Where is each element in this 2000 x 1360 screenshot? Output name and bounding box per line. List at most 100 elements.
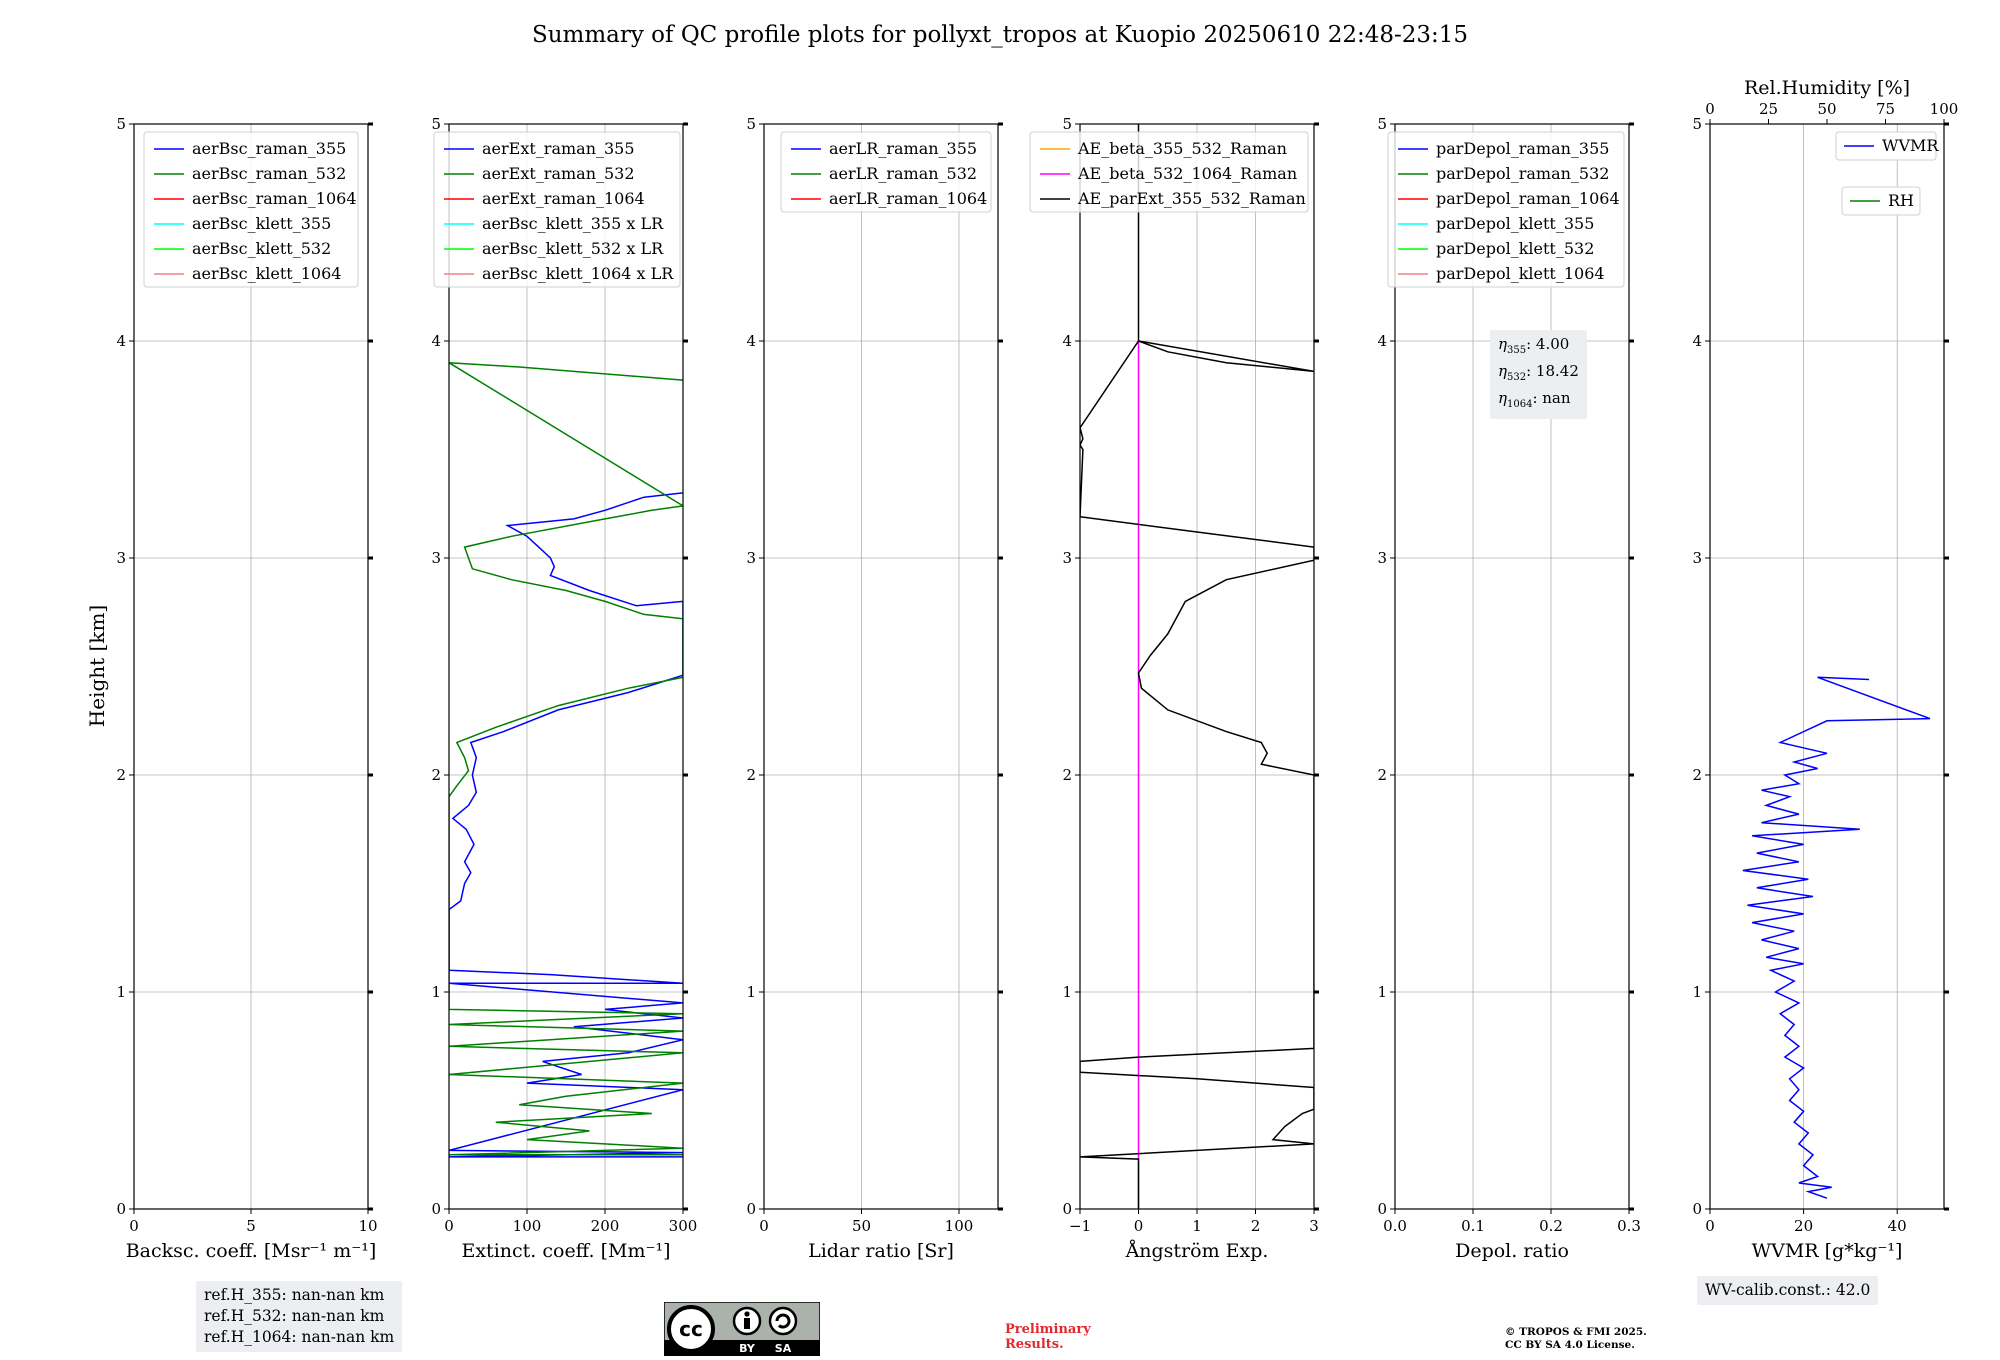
x-tick-label: 0.2: [1539, 1217, 1563, 1235]
share-alike-icon: [768, 1306, 798, 1336]
legend-entry: aerLR_raman_1064: [829, 189, 987, 208]
y-tick-label: 1: [1062, 983, 1072, 1001]
y-tick-label: 0: [1062, 1200, 1072, 1218]
legend-entry: aerBsc_raman_1064: [192, 189, 357, 208]
y-tick-right: [683, 556, 688, 560]
legend: AE_beta_355_532_Raman AE_beta_532_1064_Ra…: [1029, 131, 1309, 213]
x-tick-label: 0: [759, 1217, 769, 1235]
y-tick-right: [1944, 122, 1949, 126]
wv-calib-box: WV-calib.const.: 42.0: [1697, 1276, 1879, 1305]
top-tick-label: 50: [1817, 100, 1836, 118]
y-tick-right: [1314, 773, 1319, 777]
legend-entry: parDepol_klett_355: [1436, 214, 1594, 233]
y-tick-right: [1944, 556, 1949, 560]
y-tick-label: 3: [1377, 549, 1387, 567]
legend-entry: AE_parExt_355_532_Raman: [1077, 189, 1306, 208]
legend-entry: aerBsc_klett_532 x LR: [482, 239, 664, 258]
y-tick-label: 4: [431, 332, 441, 350]
x-axis-label: Extinct. coeff. [Mm⁻¹]: [461, 1240, 670, 1262]
legend-entry: AE_beta_532_1064_Raman: [1077, 164, 1297, 183]
y-tick-right: [1629, 556, 1634, 560]
y-tick-label: 1: [1692, 983, 1702, 1001]
x-tick-label: 40: [1888, 1217, 1907, 1235]
eta-1064: η1064: nan: [1498, 389, 1571, 410]
legend-entry: aerBsc_raman_355: [192, 139, 346, 158]
y-tick-right: [368, 773, 373, 777]
preliminary-note: Preliminary Results.: [1005, 1322, 1091, 1352]
y-tick-label: 2: [1062, 766, 1072, 784]
legend-entry: aerExt_raman_1064: [482, 189, 645, 208]
y-tick-label: 5: [1062, 115, 1072, 133]
x-tick-label: 0: [129, 1217, 139, 1235]
axes-frame: [1709, 123, 1945, 1210]
series-line-aerExt_raman_532: [449, 361, 683, 1156]
y-tick-right: [368, 122, 373, 126]
legend-entry: aerBsc_klett_532: [192, 239, 331, 258]
y-tick-label: 4: [116, 332, 126, 350]
x-axis-label: WVMR [g*kg⁻¹]: [1752, 1240, 1903, 1262]
top-axis-label: Rel.Humidity [%]: [1744, 77, 1910, 99]
cc-license-badge: cc BY SA: [664, 1302, 820, 1356]
y-tick-right: [683, 773, 688, 777]
y-tick-right: [1629, 339, 1634, 343]
legend: aerLR_raman_355 aerLR_raman_532 aerLR_rama…: [780, 131, 992, 213]
axes-frame: [1394, 123, 1630, 1210]
y-tick-right: [683, 339, 688, 343]
axes-frame: [133, 123, 369, 1210]
x-tick-label: 10: [358, 1217, 377, 1235]
cc-logo-icon: [667, 1305, 715, 1353]
y-tick-right: [683, 1207, 688, 1211]
y-tick-label: 1: [746, 983, 756, 1001]
legend-frame: [1835, 131, 1937, 161]
x-tick-label: 20: [1794, 1217, 1813, 1235]
y-tick-label: 1: [431, 983, 441, 1001]
legend-entry: aerLR_raman_532: [829, 164, 977, 183]
legend-entry: parDepol_raman_532: [1436, 164, 1609, 183]
y-tick-label: 5: [1377, 115, 1387, 133]
y-tick-label: 0: [1692, 1200, 1702, 1218]
y-tick-right: [368, 339, 373, 343]
x-tick-label: 0: [1705, 1217, 1715, 1235]
y-tick-right: [683, 122, 688, 126]
series-line-WVMR: [1742, 676, 1931, 1199]
legend-entry: parDepol_raman_1064: [1436, 189, 1620, 208]
y-tick-label: 4: [1062, 332, 1072, 350]
svg-text:SA: SA: [775, 1342, 792, 1355]
x-tick-label: 1: [1192, 1217, 1202, 1235]
top-tick-label: 0: [1705, 100, 1715, 118]
panel-1: 0 5 10 0 1 2 3 4 5 Backsc. coeff. [Msr⁻¹ m⁻¹] aerB…: [116, 115, 377, 1262]
y-tick-right: [368, 1207, 373, 1211]
series-group: [449, 361, 683, 1158]
top-tick-label: 100: [1930, 100, 1959, 118]
y-axis-label: Height [km]: [85, 605, 109, 727]
y-tick-right: [998, 990, 1003, 994]
x-tick-label: 300: [669, 1217, 698, 1235]
y-tick-label: 5: [431, 115, 441, 133]
y-tick-label: 4: [746, 332, 756, 350]
y-tick-label: 3: [116, 549, 126, 567]
y-tick-label: 3: [1062, 549, 1072, 567]
series-line-AE_parExt_355_532_Raman: [1080, 124, 1314, 1209]
y-tick-label: 4: [1692, 332, 1702, 350]
ref-height-532: ref.H_532: nan-nan km: [204, 1307, 385, 1325]
legend-entry: AE_beta_355_532_Raman: [1077, 139, 1287, 158]
axes-frame: [763, 123, 999, 1210]
axes-frame: [1079, 123, 1315, 1210]
y-tick-right: [998, 773, 1003, 777]
legend: parDepol_raman_355 parDepol_raman_532 parD…: [1387, 131, 1625, 288]
y-tick-right: [1944, 339, 1949, 343]
y-tick-right: [368, 556, 373, 560]
legend-entry: aerBsc_raman_532: [192, 164, 346, 183]
y-tick-label: 2: [431, 766, 441, 784]
y-tick-label: 2: [746, 766, 756, 784]
x-axis-label: Lidar ratio [Sr]: [808, 1240, 954, 1262]
legend: aerExt_raman_355 aerExt_raman_532 aerExt_r…: [433, 131, 681, 288]
y-tick-right: [368, 990, 373, 994]
y-tick-label: 1: [1377, 983, 1387, 1001]
y-tick-right: [998, 556, 1003, 560]
x-tick-label: 0: [444, 1217, 454, 1235]
x-tick-label: 100: [945, 1217, 974, 1235]
svg-text:cc: cc: [679, 1317, 703, 1341]
y-tick-right: [1629, 773, 1634, 777]
x-axis-label: Backsc. coeff. [Msr⁻¹ m⁻¹]: [126, 1240, 377, 1262]
